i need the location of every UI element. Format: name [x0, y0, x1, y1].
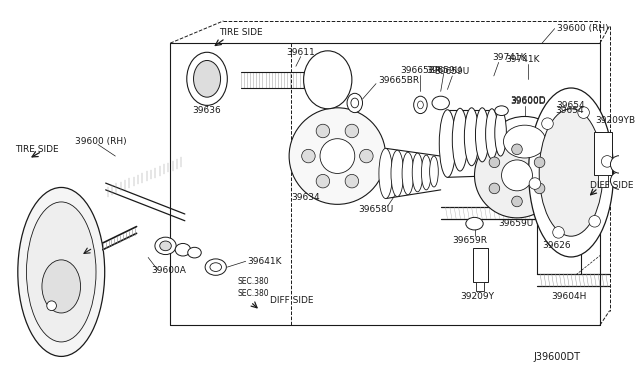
Ellipse shape — [42, 260, 81, 313]
Text: 39659U: 39659U — [435, 67, 470, 76]
Ellipse shape — [504, 125, 546, 158]
Text: 39600D: 39600D — [510, 96, 545, 105]
Ellipse shape — [351, 98, 358, 108]
Ellipse shape — [320, 139, 355, 173]
Text: 39659R: 39659R — [452, 235, 487, 244]
Text: 39658U: 39658U — [358, 205, 394, 214]
Ellipse shape — [534, 130, 584, 169]
Ellipse shape — [316, 174, 330, 188]
Text: 39741K: 39741K — [506, 55, 540, 64]
Text: TIRE SIDE: TIRE SIDE — [219, 28, 262, 37]
Ellipse shape — [210, 263, 221, 272]
Ellipse shape — [193, 61, 221, 97]
Ellipse shape — [489, 183, 500, 194]
Ellipse shape — [589, 215, 600, 227]
Ellipse shape — [534, 183, 545, 194]
Text: 39636: 39636 — [193, 106, 221, 115]
Ellipse shape — [495, 110, 506, 156]
Ellipse shape — [602, 155, 613, 167]
Ellipse shape — [542, 136, 577, 162]
Ellipse shape — [413, 96, 427, 113]
Text: DIFF SIDE: DIFF SIDE — [590, 180, 634, 190]
Text: 39659U: 39659U — [499, 219, 534, 228]
Ellipse shape — [429, 156, 438, 187]
Ellipse shape — [26, 202, 96, 342]
Text: 39665BR: 39665BR — [400, 65, 441, 75]
Text: 39604H: 39604H — [552, 292, 587, 301]
Ellipse shape — [175, 243, 191, 256]
Ellipse shape — [345, 124, 358, 138]
Ellipse shape — [486, 109, 498, 159]
Ellipse shape — [553, 227, 564, 238]
Ellipse shape — [18, 187, 105, 356]
Ellipse shape — [541, 118, 553, 129]
Bar — [594, 132, 612, 175]
Ellipse shape — [489, 157, 500, 168]
Text: 39600A: 39600A — [151, 266, 186, 275]
Ellipse shape — [360, 149, 373, 163]
Text: J39600DT: J39600DT — [534, 352, 580, 362]
Ellipse shape — [452, 108, 468, 171]
Bar — [476, 282, 484, 291]
Ellipse shape — [421, 155, 431, 190]
Text: 39659U: 39659U — [426, 65, 461, 75]
Text: 39634: 39634 — [291, 193, 320, 202]
Ellipse shape — [474, 133, 559, 218]
Ellipse shape — [511, 196, 522, 207]
Ellipse shape — [155, 237, 176, 254]
Ellipse shape — [439, 110, 456, 177]
Ellipse shape — [402, 152, 413, 195]
Ellipse shape — [511, 144, 522, 155]
Ellipse shape — [347, 93, 362, 113]
Ellipse shape — [578, 107, 589, 118]
Text: SEC.380: SEC.380 — [238, 277, 269, 286]
Ellipse shape — [47, 301, 56, 311]
Ellipse shape — [476, 108, 489, 162]
Text: 39209Y: 39209Y — [460, 292, 495, 301]
Ellipse shape — [188, 247, 201, 258]
Ellipse shape — [412, 153, 423, 192]
Ellipse shape — [611, 172, 628, 189]
Ellipse shape — [316, 124, 330, 138]
Ellipse shape — [611, 156, 628, 173]
Text: 39665BR: 39665BR — [378, 76, 419, 85]
Ellipse shape — [301, 149, 315, 163]
Bar — [472, 248, 488, 282]
Ellipse shape — [289, 108, 386, 204]
Ellipse shape — [495, 106, 508, 116]
Text: DIFF SIDE: DIFF SIDE — [270, 296, 314, 305]
Ellipse shape — [391, 150, 404, 197]
Ellipse shape — [379, 148, 392, 199]
Text: TIRE SIDE: TIRE SIDE — [15, 145, 58, 154]
Ellipse shape — [205, 259, 227, 275]
Text: 39600 (RH): 39600 (RH) — [75, 137, 126, 146]
Ellipse shape — [529, 178, 541, 189]
Text: 39600D: 39600D — [510, 96, 545, 106]
Ellipse shape — [539, 109, 603, 236]
Ellipse shape — [466, 217, 483, 230]
Text: 39626: 39626 — [542, 241, 571, 250]
Text: 39641K: 39641K — [248, 257, 282, 266]
Text: 39611: 39611 — [286, 48, 315, 57]
Ellipse shape — [187, 52, 227, 105]
Ellipse shape — [345, 174, 358, 188]
Text: 39741K: 39741K — [492, 53, 526, 62]
Text: 39600 (RH): 39600 (RH) — [557, 24, 608, 33]
Bar — [598, 175, 608, 187]
Ellipse shape — [492, 116, 557, 167]
Text: SEC.380: SEC.380 — [238, 289, 269, 298]
Text: 39209YB: 39209YB — [595, 116, 636, 125]
Ellipse shape — [432, 96, 449, 110]
Ellipse shape — [502, 160, 532, 191]
Ellipse shape — [529, 88, 614, 257]
Ellipse shape — [160, 241, 172, 251]
Text: 39654: 39654 — [557, 101, 586, 110]
Ellipse shape — [303, 51, 352, 109]
Ellipse shape — [417, 101, 423, 109]
Text: 39654: 39654 — [555, 106, 584, 115]
Ellipse shape — [534, 157, 545, 168]
Ellipse shape — [465, 108, 479, 166]
